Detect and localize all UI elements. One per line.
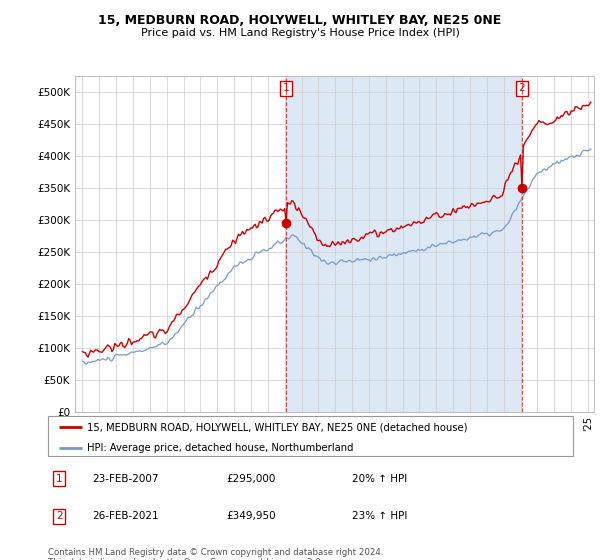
Text: Contains HM Land Registry data © Crown copyright and database right 2024.
This d: Contains HM Land Registry data © Crown c… bbox=[48, 548, 383, 560]
Text: 2: 2 bbox=[518, 83, 525, 94]
Text: 2: 2 bbox=[56, 511, 62, 521]
Text: 20% ↑ HPI: 20% ↑ HPI bbox=[353, 474, 408, 484]
Bar bbox=[286, 76, 522, 412]
Text: 23-FEB-2007: 23-FEB-2007 bbox=[92, 474, 159, 484]
Text: Price paid vs. HM Land Registry's House Price Index (HPI): Price paid vs. HM Land Registry's House … bbox=[140, 28, 460, 38]
Text: 1: 1 bbox=[283, 83, 289, 94]
Text: 26-FEB-2021: 26-FEB-2021 bbox=[92, 511, 159, 521]
Text: 23% ↑ HPI: 23% ↑ HPI bbox=[353, 511, 408, 521]
Text: 1: 1 bbox=[56, 474, 62, 484]
Text: 15, MEDBURN ROAD, HOLYWELL, WHITLEY BAY, NE25 0NE: 15, MEDBURN ROAD, HOLYWELL, WHITLEY BAY,… bbox=[98, 14, 502, 27]
FancyBboxPatch shape bbox=[48, 416, 573, 456]
Text: £349,950: £349,950 bbox=[227, 511, 276, 521]
Text: 15, MEDBURN ROAD, HOLYWELL, WHITLEY BAY, NE25 0NE (detached house): 15, MEDBURN ROAD, HOLYWELL, WHITLEY BAY,… bbox=[88, 422, 468, 432]
Text: £295,000: £295,000 bbox=[227, 474, 276, 484]
Text: HPI: Average price, detached house, Northumberland: HPI: Average price, detached house, Nort… bbox=[88, 442, 354, 452]
